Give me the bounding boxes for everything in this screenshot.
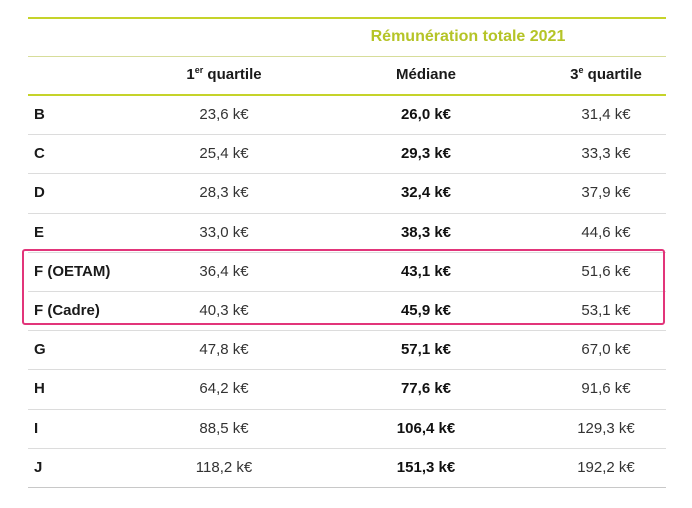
cell-median: 151,3 k€ (396, 458, 456, 476)
cell-q3: 51,6 k€ (581, 262, 631, 280)
cell-q3: 192,2 k€ (577, 458, 635, 476)
table-row: B 23,6 k€ 26,0 k€ 31,4 k€ (28, 96, 666, 136)
cell-q3: 67,0 k€ (581, 341, 631, 359)
q3-word: quartile (583, 66, 642, 83)
column-header-q1: 1er quartile (144, 65, 304, 84)
row-label: H (34, 380, 45, 398)
cell-median: 29,3 k€ (400, 145, 452, 163)
table-row: J 118,2 k€ 151,3 k€ 192,2 k€ (28, 449, 666, 488)
cell-q1: 47,8 k€ (199, 341, 249, 359)
table-row: G 47,8 k€ 57,1 k€ 67,0 k€ (28, 331, 666, 371)
cell-q3: 31,4 k€ (581, 106, 631, 123)
q3-superscript: e (578, 65, 584, 75)
cell-median: 26,0 k€ (400, 106, 452, 123)
cell-median: 32,4 k€ (400, 184, 452, 202)
cell-median: 106,4 k€ (396, 419, 456, 437)
cell-q1: 36,4 k€ (199, 262, 249, 280)
column-header-row: 1er quartile Médiane 3e quartile (28, 56, 666, 96)
table-top-rule (28, 17, 666, 19)
cell-q1: 23,6 k€ (199, 106, 249, 123)
table-row: E 33,0 k€ 38,3 k€ 44,6 k€ (28, 214, 666, 253)
q1-number: 1 (186, 66, 195, 83)
q3-number: 3 (570, 66, 579, 83)
table-row: F (OETAM) 36,4 k€ 43,1 k€ 51,6 k€ (28, 253, 666, 292)
row-label: I (34, 419, 39, 437)
table-row: C 25,4 k€ 29,3 k€ 33,3 k€ (28, 135, 666, 175)
table-row: D 28,3 k€ 32,4 k€ 37,9 k€ (28, 174, 666, 214)
cell-q1: 118,2 k€ (195, 458, 253, 476)
table-super-header: Rémunération totale 2021 (28, 19, 666, 57)
cell-q3: 53,1 k€ (581, 301, 631, 319)
cell-q3: 129,3 k€ (577, 419, 635, 437)
cell-q3: 37,9 k€ (581, 184, 631, 202)
cell-median: 45,9 k€ (400, 301, 452, 319)
column-header-median: Médiane (395, 66, 456, 83)
cell-median: 38,3 k€ (400, 223, 452, 241)
cell-median: 57,1 k€ (400, 341, 452, 359)
table-row: F (Cadre) 40,3 k€ 45,9 k€ 53,1 k€ (28, 292, 666, 332)
table-row: I 88,5 k€ 106,4 k€ 129,3 k€ (28, 410, 666, 449)
column-header-q3: 3e quartile (526, 65, 686, 84)
table-row: H 64,2 k€ 77,6 k€ 91,6 k€ (28, 370, 666, 410)
q1-word: quartile (203, 66, 262, 83)
cell-q1: 33,0 k€ (199, 223, 249, 241)
cell-q1: 28,3 k€ (199, 184, 249, 202)
row-label: G (34, 341, 46, 359)
cell-q3: 33,3 k€ (581, 145, 631, 163)
cell-q3: 44,6 k€ (581, 223, 631, 241)
row-label: F (OETAM) (34, 262, 111, 280)
q1-superscript: er (194, 65, 204, 75)
cell-q1: 25,4 k€ (199, 145, 249, 163)
cell-q1: 88,5 k€ (199, 419, 249, 437)
table-body: B 23,6 k€ 26,0 k€ 31,4 k€ C 25,4 k€ 29,3… (28, 96, 666, 488)
row-label: J (34, 458, 43, 476)
row-label: D (34, 184, 45, 202)
row-label: E (34, 223, 45, 241)
row-label: C (34, 145, 45, 163)
cell-q3: 91,6 k€ (581, 380, 631, 398)
cell-median: 43,1 k€ (400, 262, 452, 280)
cell-median: 77,6 k€ (400, 380, 452, 398)
row-label: F (Cadre) (34, 301, 100, 319)
cell-q1: 40,3 k€ (199, 301, 249, 319)
cell-q1: 64,2 k€ (199, 380, 249, 398)
row-label: B (34, 106, 45, 123)
super-header-title: Rémunération totale 2021 (370, 28, 566, 45)
